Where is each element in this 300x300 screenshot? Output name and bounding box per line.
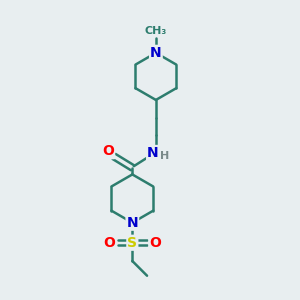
Text: S: S: [127, 236, 137, 250]
Text: N: N: [150, 46, 162, 60]
Text: O: O: [103, 236, 115, 250]
Text: N: N: [127, 216, 138, 230]
Text: CH₃: CH₃: [145, 26, 167, 36]
Text: H: H: [160, 151, 169, 161]
Text: N: N: [147, 146, 159, 160]
Text: O: O: [149, 236, 161, 250]
Text: O: O: [102, 144, 114, 158]
